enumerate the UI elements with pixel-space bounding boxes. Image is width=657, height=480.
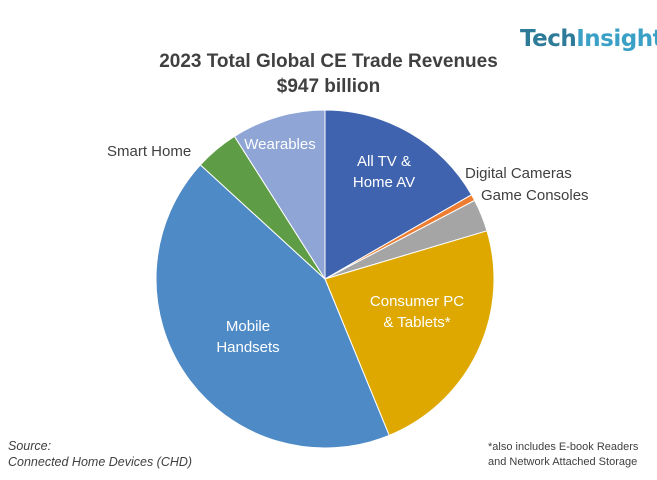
slice-label-consumer-pc-tablets: Consumer PC & Tablets* [370,293,464,331]
source-text: Connected Home Devices (CHD) [8,455,193,469]
slice-label-game-consoles: Game Consoles [481,187,589,204]
slice-label-mobile-handsets: Mobile Handsets [216,318,279,356]
slice-label-smart-home: Smart Home [107,143,191,160]
chart-title: 2023 Total Global CE Trade Revenues [159,51,498,72]
pie-slice-mobile-handsets [155,164,390,449]
slice-label-digital-cameras: Digital Cameras [465,165,572,182]
slice-label-wearables: Wearables [244,136,315,153]
pie-slice-all-tv-home-av [324,109,473,280]
source-note: Source: Connected Home Devices (CHD) [8,438,192,470]
source-label: Source: [8,439,52,453]
pie-slice-consumer-pc-tablets [324,230,495,436]
pie-slice-wearables [233,109,326,281]
footnote-line-2: and Network Attached Storage [488,456,638,468]
slice-label-all-tv-home-av: All TV & Home AV [353,153,415,191]
footnote-line-1: *also includes E-book Readers [488,441,639,453]
techinsights-logo: TechInsights [520,26,657,52]
footnote: *also includes E-book Readers and Networ… [488,440,638,470]
chart-subtitle: $947 billion [276,76,381,97]
